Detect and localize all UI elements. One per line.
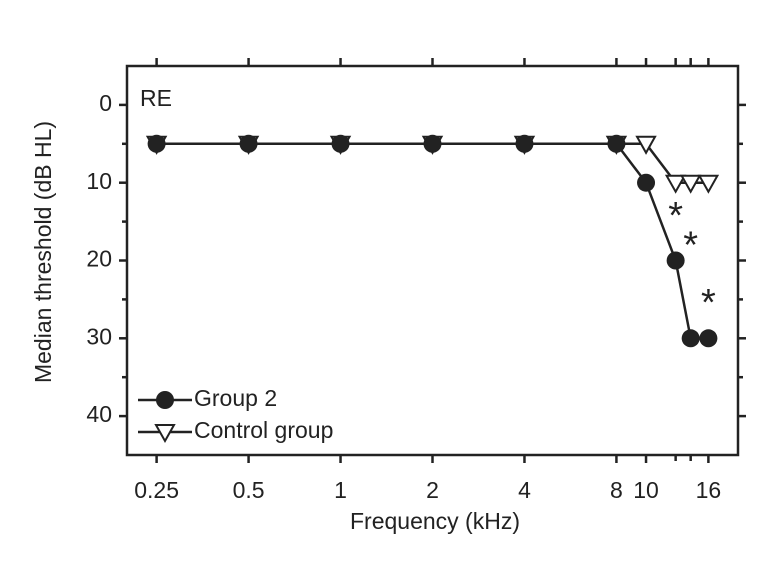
- marker: [681, 329, 700, 348]
- marker: [699, 329, 718, 348]
- annotation: *: [668, 195, 683, 237]
- y-tick-label: 10: [86, 168, 112, 194]
- marker: [635, 135, 657, 155]
- y-tick-label: 30: [86, 323, 112, 349]
- marker: [679, 174, 702, 194]
- y-axis-label: Median threshold (dB HL): [30, 121, 56, 383]
- x-tick-label: 8: [610, 477, 623, 503]
- marker: [664, 174, 687, 194]
- marker: [607, 134, 626, 153]
- marker: [331, 134, 350, 153]
- x-tick-label: 0.5: [233, 477, 265, 503]
- y-tick-label: 0: [99, 90, 112, 116]
- series-line: [156, 142, 709, 340]
- x-tick-label: 2: [426, 477, 439, 503]
- legend-label: Control group: [194, 417, 333, 443]
- panel-label: RE: [140, 85, 172, 111]
- y-tick-label: 20: [86, 246, 112, 272]
- marker: [697, 174, 720, 194]
- annotation: *: [701, 282, 716, 324]
- marker: [156, 391, 174, 409]
- marker: [239, 134, 258, 153]
- x-tick-label: 10: [633, 477, 659, 503]
- x-tick-label: 16: [696, 477, 722, 503]
- marker: [423, 134, 442, 153]
- legend-label: Group 2: [194, 385, 277, 411]
- marker: [637, 173, 656, 192]
- marker: [147, 134, 166, 153]
- marker: [666, 251, 685, 270]
- marker: [515, 134, 534, 153]
- x-tick-label: 0.25: [134, 477, 179, 503]
- y-tick-label: 40: [86, 401, 112, 427]
- x-tick-label: 1: [334, 477, 347, 503]
- x-tick-label: 4: [518, 477, 531, 503]
- x-axis-label: Frequency (kHz): [350, 508, 520, 534]
- annotation: *: [683, 225, 698, 267]
- marker: [154, 424, 176, 444]
